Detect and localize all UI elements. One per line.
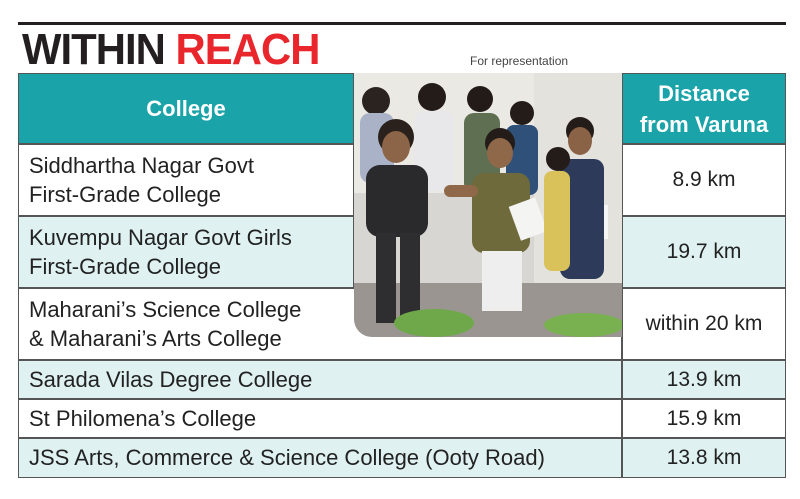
headline-word-within: WITHIN (22, 25, 166, 74)
header-distance-line2: from Varuna (639, 111, 769, 137)
header-college: College (18, 73, 354, 144)
distance-value: 15.9 km (666, 406, 742, 430)
distance-cell: 15.9 km (622, 399, 786, 438)
photo-caption-note: For representation (470, 54, 569, 68)
college-cell: JSS Arts, Commerce & Science College (Oo… (18, 438, 622, 478)
table-row: Kuvempu Nagar Govt Girls First-Grade Col… (18, 216, 786, 288)
distance-cell: 19.7 km (622, 216, 786, 288)
college-cell: Siddhartha Nagar Govt First-Grade Colleg… (18, 144, 354, 216)
distance-cell: 8.9 km (622, 144, 786, 216)
college-name-line1: Siddhartha Nagar Govt (29, 153, 255, 178)
header-distance-line1: Distance (658, 80, 750, 106)
table-row: St Philomena’s College 15.9 km (18, 399, 786, 438)
table-row: Siddhartha Nagar Govt First-Grade Colleg… (18, 144, 786, 216)
college-name: Sarada Vilas Degree College (29, 366, 313, 392)
headline-word-reach: REACH (175, 25, 321, 74)
header-college-label: College (146, 96, 226, 121)
table-header-row: College Distance from Varuna (18, 73, 786, 144)
college-cell: Sarada Vilas Degree College (18, 360, 622, 399)
header-distance: Distance from Varuna (622, 73, 786, 144)
distance-value: 13.9 km (666, 367, 742, 391)
table-row: JSS Arts, Commerce & Science College (Oo… (18, 438, 786, 478)
distance-cell: 13.8 km (622, 438, 786, 478)
top-rule (18, 22, 786, 25)
college-name-line2: & Maharani’s Arts College (29, 326, 282, 351)
college-name-line2: First-Grade College (29, 254, 221, 279)
table-row: Sarada Vilas Degree College 13.9 km (18, 360, 786, 399)
distance-value: 19.7 km (666, 240, 742, 263)
headline: WITHIN REACH (22, 25, 321, 74)
students-photo (354, 73, 622, 337)
college-name: JSS Arts, Commerce & Science College (Oo… (29, 445, 545, 470)
college-cell: St Philomena’s College (18, 399, 622, 438)
distance-value: 8.9 km (672, 168, 736, 191)
college-name: St Philomena’s College (29, 405, 257, 431)
college-name-line1: Kuvempu Nagar Govt Girls (29, 225, 292, 250)
college-cell: Kuvempu Nagar Govt Girls First-Grade Col… (18, 216, 354, 288)
college-name-line1: Maharani’s Science College (29, 297, 302, 322)
table-row: Maharani’s Science College & Maharani’s … (18, 288, 786, 360)
distance-cell: within 20 km (622, 288, 786, 360)
distance-value: 13.8 km (666, 446, 742, 469)
college-name-line2: First-Grade College (29, 182, 221, 207)
colleges-table: College Distance from Varuna Siddhartha … (18, 73, 786, 478)
distance-cell: 13.9 km (622, 360, 786, 399)
students-photo-illustration (354, 73, 622, 337)
distance-value: within 20 km (645, 312, 763, 335)
